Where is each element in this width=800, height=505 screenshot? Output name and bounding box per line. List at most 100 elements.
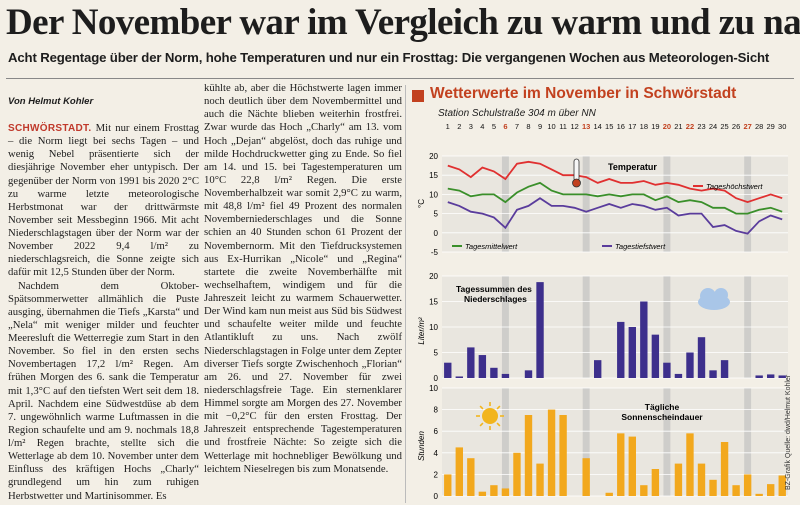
- divider: [6, 78, 794, 79]
- article-column-2: kühlte ab, aber die Höchstwerte lagen im…: [204, 82, 402, 476]
- paragraph: Nachdem dem Oktober-Spätsommerwetter all…: [8, 279, 199, 502]
- sun-bar: [651, 469, 660, 496]
- sun-bar: [444, 474, 452, 496]
- sun-bar: [547, 409, 556, 496]
- rain-cloud-icon: [714, 288, 728, 302]
- day-label: 14: [594, 122, 602, 131]
- sun-ray: [479, 422, 484, 427]
- rain-bar: [767, 374, 775, 378]
- rain-bar: [478, 355, 487, 378]
- dateline: SCHWÖRSTADT.: [8, 123, 92, 134]
- y-tick-label: 0: [434, 374, 439, 383]
- station-label: Station Schulstraße 304 m über NN: [438, 108, 596, 119]
- rain-bar: [686, 352, 694, 378]
- thermometer-icon: [573, 158, 580, 182]
- rain-bar: [501, 373, 510, 378]
- sun-bar: [617, 433, 625, 496]
- day-label: 9: [538, 122, 542, 131]
- sun-bar: [536, 463, 544, 496]
- thermometer-bulb-icon: [572, 178, 581, 188]
- author-byline: Von Helmut Kohler: [8, 96, 94, 107]
- sun-bar: [513, 452, 521, 496]
- sun-bar: [478, 491, 487, 496]
- rain-bar: [455, 376, 463, 378]
- sun-bar: [720, 442, 729, 496]
- day-label: 18: [640, 122, 648, 131]
- chart-svg: 1 2 3 4 5 6 7 8 9 10 11 12 13 14 15 16 17 18 19 20 21 22 23 24 2…: [417, 122, 788, 501]
- y-tick-label: -5: [431, 248, 439, 257]
- sun-bar: [640, 485, 648, 496]
- sun-bar: [755, 493, 763, 496]
- title-marker: [412, 90, 424, 102]
- panel-title-line: Tägliche: [645, 402, 680, 412]
- paragraph: kühlte ab, aber die Höchstwerte lagen im…: [204, 82, 402, 475]
- y-tick-label: 10: [429, 384, 438, 393]
- sun-bar: [490, 485, 498, 496]
- rain-bar: [444, 362, 452, 378]
- day-label: 5: [492, 122, 496, 131]
- rain-bar: [490, 367, 498, 378]
- sun-bar: [686, 433, 694, 496]
- y-tick-label: 4: [434, 449, 439, 458]
- y-tick-label: 10: [429, 323, 438, 332]
- day-label: 2: [457, 122, 461, 131]
- weekend-column: [663, 156, 671, 252]
- rain-bar: [467, 347, 475, 378]
- sun-bar: [582, 458, 590, 496]
- rain-bar: [628, 327, 636, 378]
- day-label: 30: [778, 122, 786, 131]
- day-label: 16: [617, 122, 625, 131]
- y-tick-label: 20: [429, 272, 438, 281]
- day-label: 3: [469, 122, 473, 131]
- day-label: 26: [732, 122, 740, 131]
- chart-header: Wetterwerte im November in Schwörstadt: [412, 85, 794, 106]
- sun-bar: [697, 463, 706, 496]
- panel-background: [442, 156, 788, 252]
- rain-bar: [663, 362, 671, 378]
- y-tick-label: 6: [434, 427, 439, 436]
- sun-bar: [605, 492, 613, 496]
- paragraph: SCHWÖRSTADT. Mit nur einem Frosttag – di…: [8, 122, 199, 280]
- sun-bar: [743, 474, 752, 496]
- rain-bar: [778, 375, 786, 378]
- day-label: 17: [628, 122, 636, 131]
- day-label: 15: [605, 122, 613, 131]
- y-tick-label: 5: [434, 349, 439, 358]
- day-label: 25: [720, 122, 728, 131]
- sun-bar: [628, 436, 636, 496]
- y-tick-label: 2: [434, 470, 439, 479]
- day-label: 6: [503, 122, 507, 131]
- rain-bar: [697, 337, 706, 378]
- rain-bar: [651, 334, 660, 378]
- rain-cloud-icon: [700, 288, 716, 304]
- day-label: 23: [697, 122, 705, 131]
- sun-bar: [767, 484, 775, 496]
- panel-title-line: Niederschlages: [464, 294, 527, 304]
- weekend-column: [744, 388, 752, 496]
- subline: Acht Regentage über der Norm, hohe Tempe…: [8, 50, 770, 65]
- series-line-1: [447, 181, 783, 215]
- rain-bar: [720, 360, 729, 378]
- series-line-0: [447, 160, 783, 204]
- day-label: 29: [767, 122, 775, 131]
- weekend-column: [501, 156, 509, 252]
- day-label: 12: [570, 122, 578, 131]
- paragraph-text: Mit nur einem Frosttag – die Norm liegt …: [8, 122, 199, 279]
- sun-ray: [496, 405, 501, 410]
- sun-ray: [496, 422, 501, 427]
- day-label: 11: [559, 122, 567, 131]
- sun-ray: [479, 405, 484, 410]
- series-line-2: [447, 197, 783, 235]
- headline: Der November war im Vergleich zu warm un…: [6, 2, 800, 43]
- day-label: 13: [582, 122, 590, 131]
- weather-chart: Wetterwerte im November in Schwörstadt S…: [412, 85, 794, 502]
- day-label: 20: [663, 122, 671, 131]
- day-label: 8: [526, 122, 530, 131]
- legend-label: Tagestiefstwert: [615, 242, 666, 251]
- sun-bar: [524, 415, 533, 496]
- weekend-column: [501, 388, 509, 496]
- y-tick-label: 0: [434, 229, 439, 238]
- sun-icon: [482, 408, 498, 424]
- day-label: 24: [709, 122, 717, 131]
- y-tick-label: 5: [434, 210, 439, 219]
